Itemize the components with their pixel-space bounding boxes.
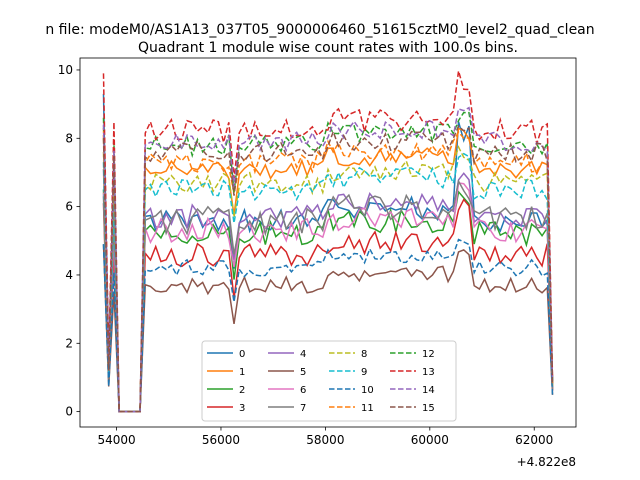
legend-label-1: 1 [239,367,245,378]
series-line-1 [102,127,554,413]
x-tick-label: 58000 [306,433,344,447]
series-line-3 [102,198,554,413]
y-tick-label: 2 [65,336,73,350]
legend-label-6: 6 [300,385,306,396]
x-offset-text: +4.822e8 [517,455,576,469]
legend-label-9: 9 [361,367,367,378]
x-tick-label: 62000 [515,433,553,447]
legend-label-11: 11 [361,403,374,414]
x-tick-label: 56000 [202,433,240,447]
y-tick-label: 4 [65,268,73,282]
y-tick-label: 8 [65,131,73,145]
x-tick-label: 60000 [411,433,449,447]
legend-label-14: 14 [422,385,435,396]
y-tick-label: 0 [65,405,73,419]
series-line-15 [102,124,554,413]
figure-suptitle: n file: modeM0/AS1A13_037T05_9000006460_… [45,22,594,38]
axes-title: Quadrant 1 module wise count rates with … [138,40,518,56]
legend-label-15: 15 [422,403,435,414]
y-tick-label: 6 [65,200,73,214]
series-line-10 [102,238,554,413]
legend-label-3: 3 [239,403,245,414]
x-tick-label: 54000 [97,433,135,447]
legend-label-7: 7 [300,403,306,414]
series-line-8 [102,145,554,413]
y-tick-label: 10 [58,63,73,77]
series-line-11 [102,128,554,413]
legend-label-13: 13 [422,367,435,378]
plot-area [102,70,554,413]
series-line-6 [102,182,554,413]
series-line-5 [102,244,554,413]
legend-label-10: 10 [361,385,374,396]
legend-label-2: 2 [239,385,245,396]
series-line-7 [102,179,554,413]
legend-label-8: 8 [361,349,367,360]
legend-label-5: 5 [300,367,306,378]
series-line-12 [102,111,554,413]
legend-box [201,340,457,422]
axes-frame [79,57,577,428]
series-line-9 [102,152,554,413]
series-line-14 [102,106,554,413]
series-group [102,70,554,413]
legend-label-4: 4 [300,349,306,360]
legend-label-0: 0 [239,349,245,360]
legend-label-12: 12 [422,349,435,360]
